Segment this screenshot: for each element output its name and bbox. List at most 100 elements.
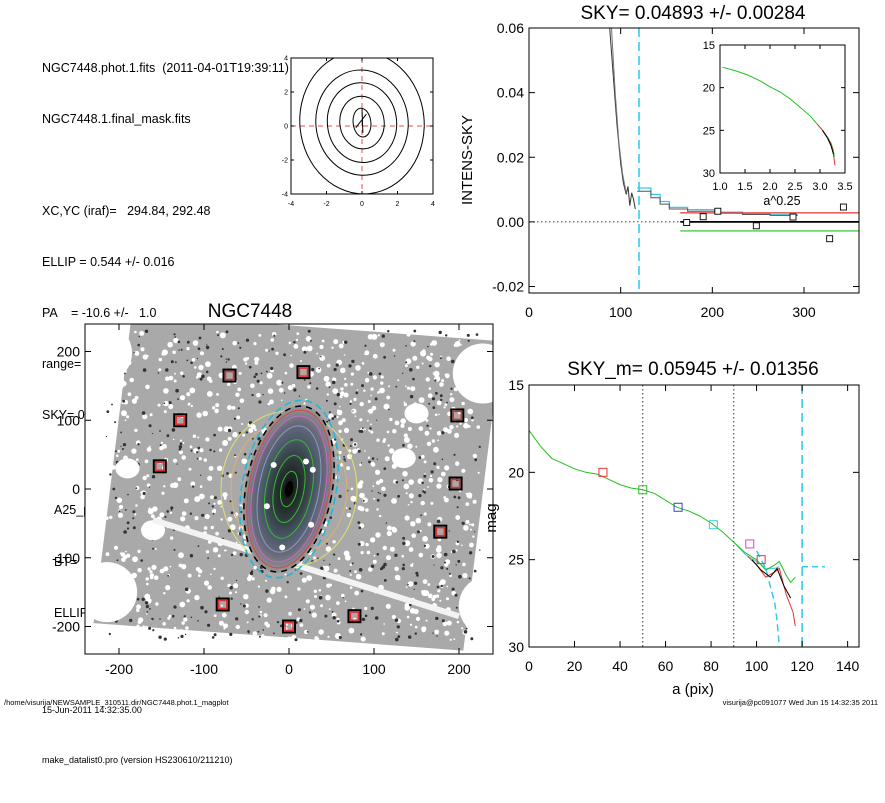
noise-speck-dark bbox=[423, 544, 426, 548]
noise-speck bbox=[364, 606, 368, 611]
noise-speck bbox=[388, 448, 395, 454]
noise-speck-dark bbox=[226, 472, 229, 475]
x-tick-label: 120 bbox=[790, 658, 814, 674]
noise-speck-dark bbox=[383, 562, 387, 567]
noise-speck bbox=[216, 330, 219, 334]
noise-speck bbox=[276, 379, 283, 386]
noise-speck bbox=[173, 337, 179, 344]
noise-speck-dark bbox=[333, 367, 337, 372]
noise-speck-dark bbox=[157, 372, 160, 374]
y-tick-label: 30 bbox=[703, 168, 715, 180]
noise-speck bbox=[407, 426, 412, 431]
noise-speck bbox=[185, 626, 189, 630]
noise-speck bbox=[172, 438, 175, 441]
noise-speck bbox=[105, 469, 110, 474]
noise-speck-dark bbox=[426, 424, 429, 427]
noise-speck bbox=[441, 379, 445, 383]
noise-speck bbox=[284, 595, 288, 599]
noise-speck-dark bbox=[281, 381, 284, 384]
noise-speck bbox=[407, 386, 411, 390]
noise-speck-dark bbox=[127, 493, 129, 496]
noise-speck-dark bbox=[348, 507, 351, 510]
noise-speck bbox=[336, 415, 339, 419]
noise-speck bbox=[254, 428, 257, 432]
noise-speck-dark bbox=[196, 451, 199, 454]
noise-speck bbox=[452, 329, 456, 333]
galaxy-core bbox=[284, 481, 294, 497]
image-bright-mask bbox=[404, 403, 429, 424]
noise-speck bbox=[167, 616, 171, 620]
noise-speck bbox=[279, 638, 282, 642]
noise-speck-dark bbox=[468, 577, 471, 580]
noise-speck bbox=[109, 515, 113, 520]
noise-speck bbox=[455, 515, 461, 520]
noise-speck bbox=[187, 573, 192, 578]
noise-speck bbox=[341, 593, 345, 598]
y-tick-label: 100 bbox=[57, 412, 81, 428]
noise-speck-dark bbox=[173, 605, 177, 609]
sky-profile-line-b bbox=[611, 28, 627, 193]
isophote-ellipse bbox=[250, 415, 328, 563]
noise-speck bbox=[371, 333, 378, 340]
noise-speck bbox=[350, 372, 354, 376]
noise-speck-dark bbox=[413, 329, 417, 333]
noise-speck bbox=[410, 500, 413, 504]
noise-speck-dark bbox=[431, 555, 435, 558]
noise-speck-dark bbox=[376, 553, 380, 556]
noise-speck bbox=[416, 365, 420, 369]
noise-speck-dark bbox=[174, 336, 176, 338]
noise-speck bbox=[137, 549, 141, 553]
noise-speck bbox=[455, 461, 460, 466]
noise-speck bbox=[145, 577, 149, 581]
image-axes: -200 -100 0 100 200 -200 -100 0 100 200 bbox=[52, 324, 493, 677]
noise-speck bbox=[207, 475, 213, 481]
noise-speck bbox=[301, 577, 307, 583]
sky-square-point bbox=[714, 207, 722, 215]
noise-speck-dark bbox=[470, 637, 474, 641]
noise-speck bbox=[353, 397, 357, 401]
noise-speck-dark bbox=[122, 448, 124, 450]
noise-speck bbox=[421, 454, 425, 459]
noise-speck bbox=[436, 552, 442, 559]
noise-speck-dark bbox=[444, 561, 446, 564]
noise-speck bbox=[163, 410, 167, 414]
noise-speck-dark bbox=[240, 511, 243, 513]
noise-speck bbox=[442, 621, 448, 627]
noise-speck bbox=[461, 627, 464, 630]
noise-speck bbox=[386, 395, 391, 400]
noise-speck-dark bbox=[229, 632, 233, 637]
y-tick-label: 30 bbox=[508, 639, 524, 655]
noise-speck bbox=[461, 401, 465, 406]
sky-axes: 0 100 200 300 -0.02 0.00 0.02 0.04 0.06 bbox=[492, 20, 859, 320]
noise-speck bbox=[460, 344, 462, 346]
noise-speck bbox=[311, 612, 317, 618]
noise-speck-dark bbox=[441, 619, 445, 623]
noise-speck-dark bbox=[383, 493, 387, 497]
noise-speck-dark bbox=[106, 410, 110, 413]
noise-speck bbox=[203, 526, 208, 530]
noise-speck bbox=[443, 427, 448, 433]
noise-speck bbox=[220, 505, 223, 508]
noise-speck bbox=[232, 431, 238, 438]
noise-speck bbox=[319, 344, 324, 350]
noise-speck bbox=[305, 336, 312, 342]
noise-speck bbox=[453, 343, 458, 348]
noise-speck bbox=[121, 410, 127, 417]
noise-speck bbox=[145, 625, 148, 629]
noise-speck bbox=[377, 334, 380, 337]
noise-speck bbox=[125, 550, 127, 553]
noise-speck-dark bbox=[311, 367, 315, 372]
noise-speck-dark bbox=[308, 611, 311, 614]
noise-speck bbox=[232, 551, 237, 556]
noise-speck-dark bbox=[401, 567, 405, 571]
x-tick-label: 60 bbox=[658, 658, 674, 674]
noise-speck-dark bbox=[257, 630, 260, 633]
noise-speck bbox=[178, 552, 184, 559]
noise-speck-dark bbox=[329, 516, 333, 519]
noise-speck bbox=[241, 458, 248, 465]
noise-speck bbox=[332, 540, 336, 544]
noise-speck bbox=[254, 361, 259, 365]
noise-speck bbox=[192, 340, 199, 346]
noise-speck-dark bbox=[163, 637, 167, 641]
noise-speck bbox=[406, 332, 411, 337]
